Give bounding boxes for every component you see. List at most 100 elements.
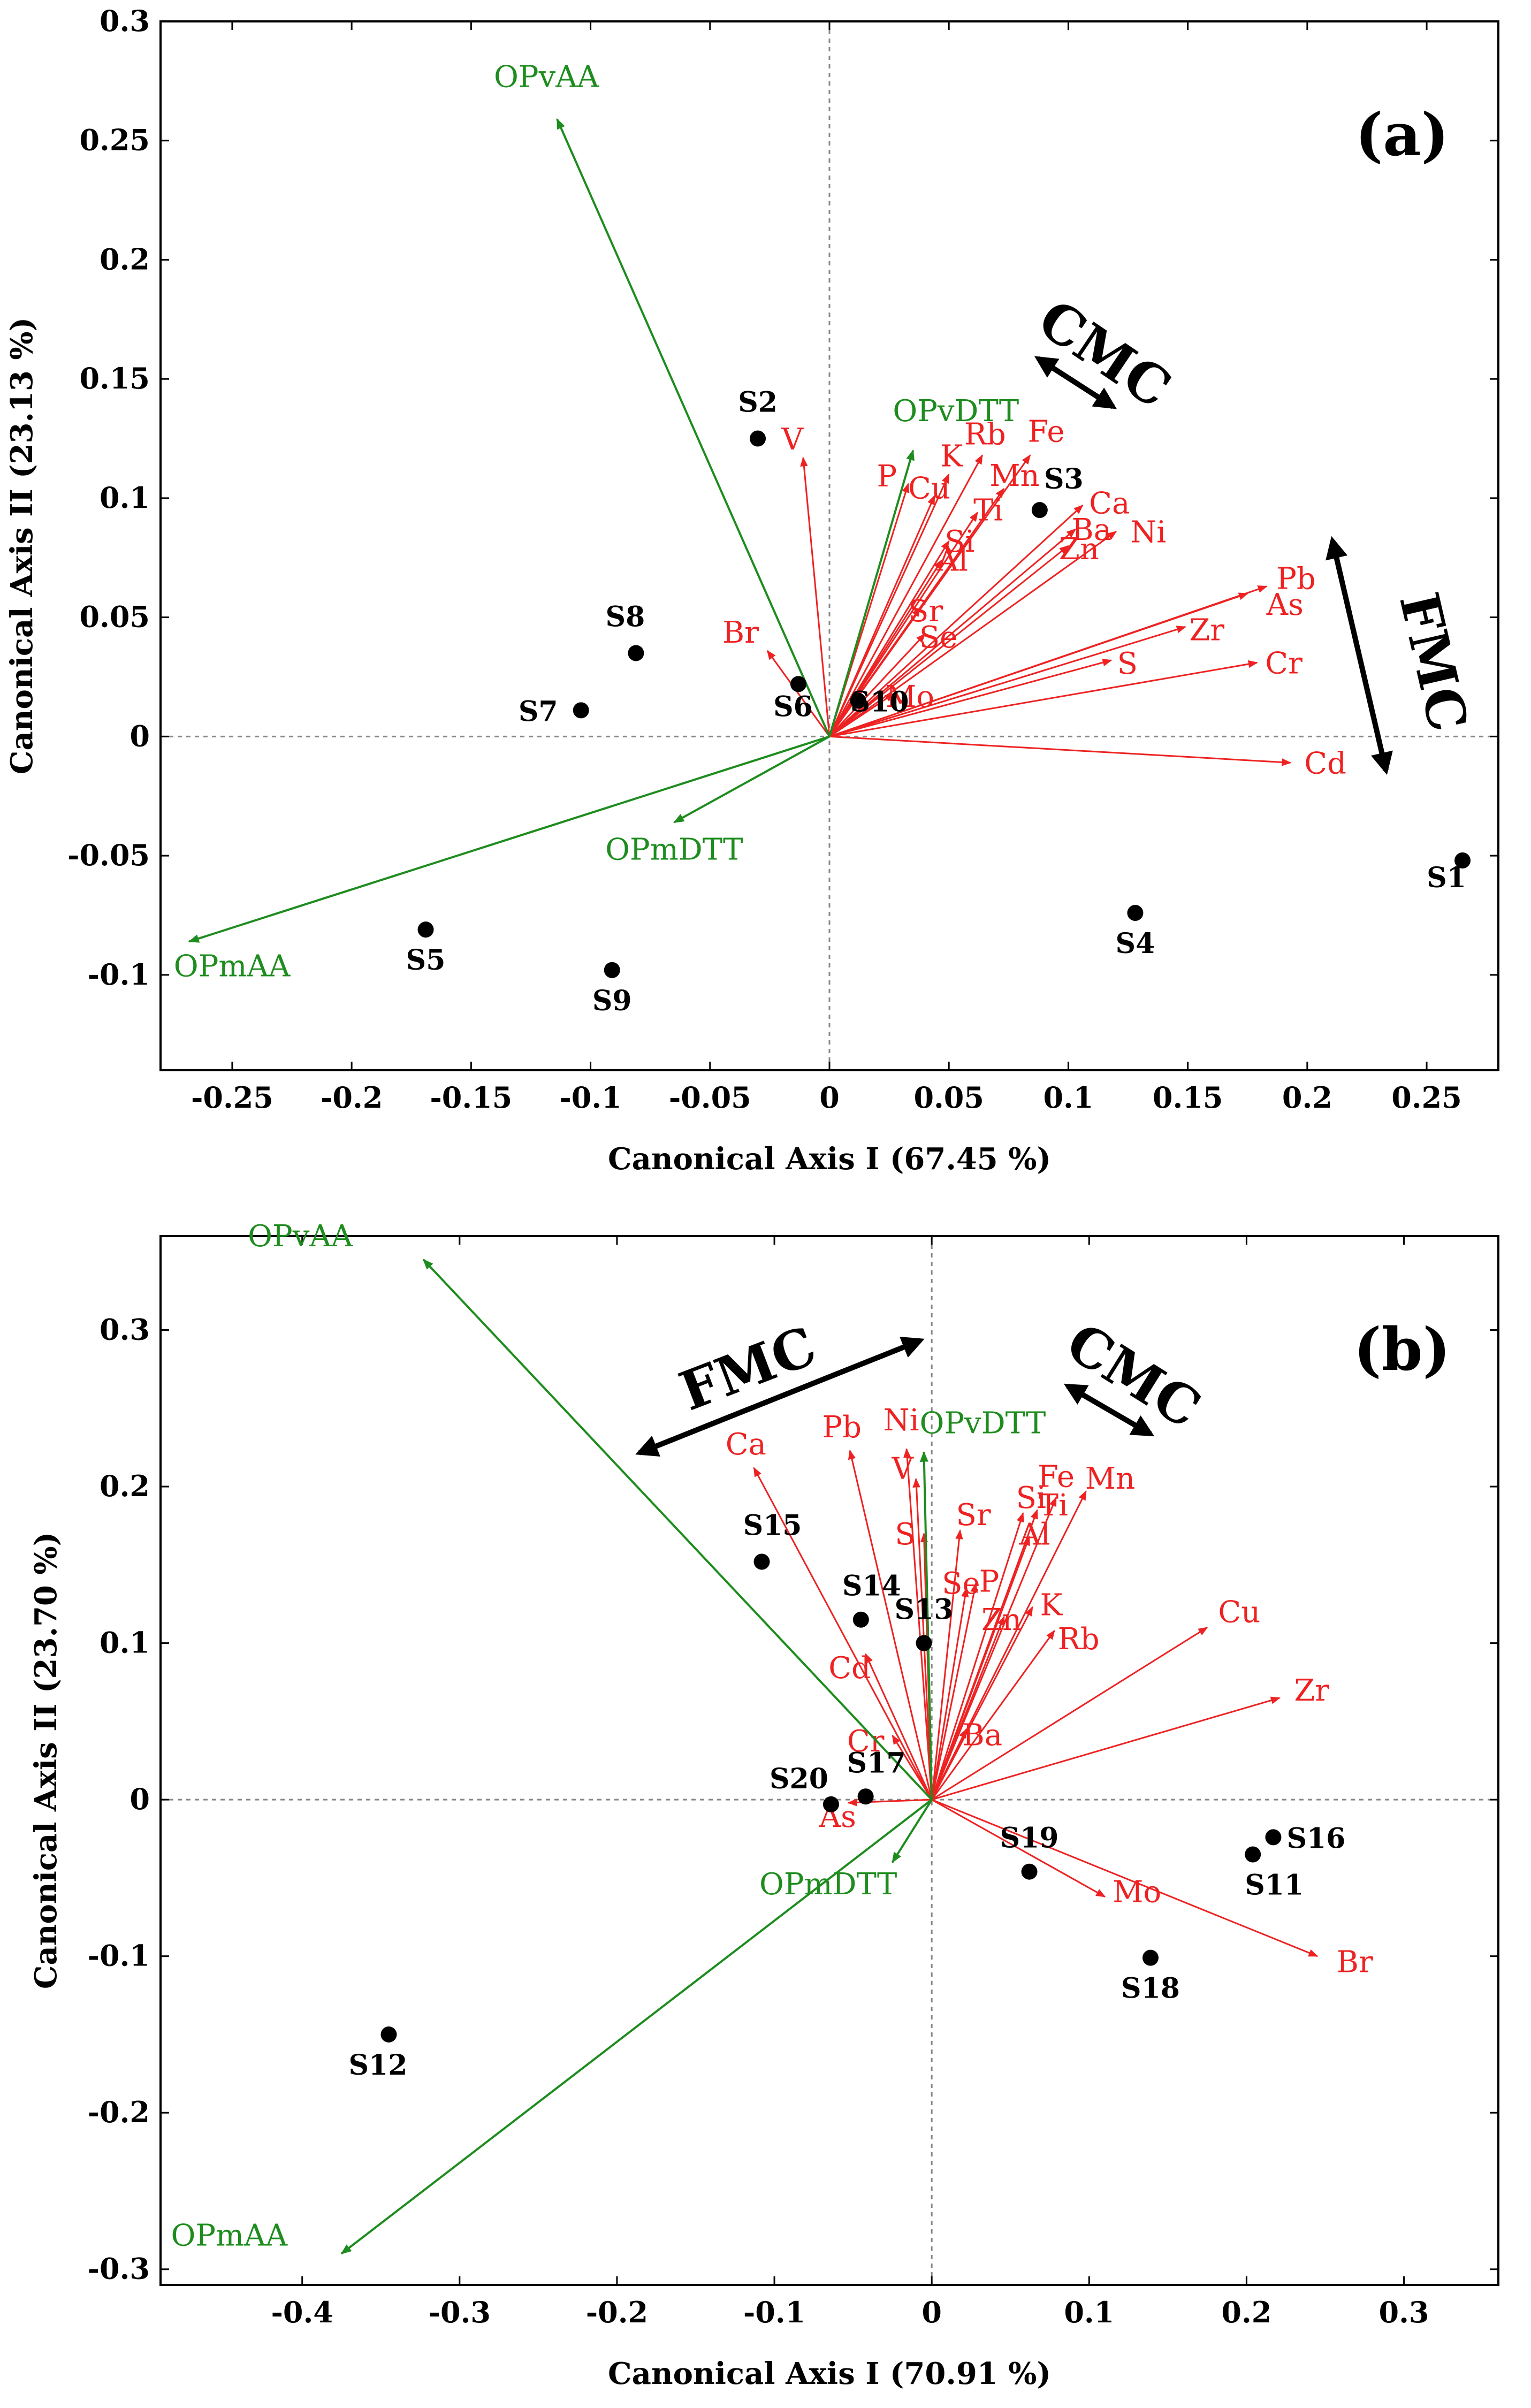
site-point-s9 bbox=[604, 962, 620, 978]
op-label-opmaa: OPmAA bbox=[174, 949, 291, 984]
y-tick-label: 0.25 bbox=[79, 123, 150, 157]
op-vector-opvaa bbox=[422, 1259, 933, 1801]
zero-lines-a bbox=[161, 21, 1498, 1070]
x-tick-label: -0.05 bbox=[669, 1080, 751, 1115]
element-label-cd: Cd bbox=[828, 1651, 871, 1686]
element-vector-s bbox=[829, 659, 1113, 737]
element-vector-ni bbox=[829, 531, 1117, 737]
op-vector-opmdtt bbox=[673, 735, 830, 824]
element-label-ba: Ba bbox=[1072, 513, 1112, 547]
element-vector-p bbox=[931, 1582, 978, 1800]
x-tick-label: -0.25 bbox=[191, 1080, 273, 1115]
element-label-p: P bbox=[877, 459, 897, 494]
element-label-k: K bbox=[940, 439, 963, 474]
element-label-pb: Pb bbox=[822, 1410, 862, 1445]
site-point-s7 bbox=[573, 702, 589, 719]
y-axis-label-b: Canonical Axis II (23.70 %) bbox=[28, 1532, 64, 1989]
element-vector-pb bbox=[848, 1450, 933, 1800]
y-axis-label-a: Canonical Axis II (23.13 %) bbox=[4, 317, 40, 774]
element-label-zr: Zr bbox=[1294, 1673, 1329, 1708]
op-label-opvaa: OPvAA bbox=[494, 60, 599, 95]
element-vector-ca bbox=[828, 505, 1084, 737]
site-point-s16 bbox=[1265, 1829, 1282, 1846]
element-label-zn: Zn bbox=[981, 1603, 1022, 1637]
site-label-s13: S13 bbox=[895, 1594, 954, 1626]
op-label-opvaa: OPvAA bbox=[248, 1219, 353, 1254]
site-label-s11: S11 bbox=[1245, 1869, 1304, 1902]
element-label-rb: Rb bbox=[964, 417, 1006, 452]
site-point-s11 bbox=[1245, 1846, 1261, 1863]
element-vector-cd bbox=[865, 1653, 933, 1800]
fmc-annotation-a: FMC bbox=[1387, 587, 1480, 737]
element-label-k: K bbox=[1040, 1588, 1063, 1622]
element-vector-cd bbox=[829, 735, 1292, 766]
cmc-arrow-b bbox=[1063, 1383, 1155, 1437]
element-label-si: Si bbox=[945, 524, 974, 559]
element-label-mo: Mo bbox=[1113, 1875, 1161, 1910]
y-axis-ticks-a: -0.1 -0.05 0 0.05 0.1 0.15 0.2 0.25 0.3 bbox=[67, 4, 1498, 992]
x-tick-label: 0.3 bbox=[1379, 2295, 1429, 2329]
zero-lines-b bbox=[161, 1236, 1498, 2285]
y-tick-label: -0.1 bbox=[88, 1939, 150, 1973]
plot-frame-b bbox=[159, 1235, 1499, 2286]
element-label-s: S bbox=[895, 1517, 915, 1552]
element-vector-si bbox=[931, 1512, 1024, 1800]
element-vector-as bbox=[829, 592, 1248, 737]
site-point-s1 bbox=[1454, 852, 1471, 868]
site-label-s1: S1 bbox=[1427, 862, 1466, 894]
element-vector-ca bbox=[753, 1467, 933, 1800]
vectors-a: VPCuKRbFeMnTiSiAlSrSeCaBaZnNiBrMoSZrPbAs… bbox=[174, 60, 1346, 984]
y-tick-label: -0.3 bbox=[88, 2252, 150, 2286]
op-vector-opmdtt bbox=[891, 1799, 933, 1863]
op-label-opvdtt: OPvDTT bbox=[893, 394, 1019, 429]
y-tick-label: 0.3 bbox=[100, 4, 150, 38]
cmc-arrow-a bbox=[1034, 356, 1117, 409]
y-tick-label: 0.2 bbox=[100, 242, 150, 276]
element-label-as: As bbox=[1266, 588, 1304, 622]
op-vector-opmaa bbox=[340, 1799, 933, 2255]
site-label-s5: S5 bbox=[406, 944, 446, 977]
site-point-s17 bbox=[857, 1788, 874, 1805]
element-label-sr: Sr bbox=[956, 1498, 991, 1533]
element-label-ni: Ni bbox=[1130, 515, 1166, 550]
x-axis-label-a: Canonical Axis I (67.45 %) bbox=[608, 1141, 1051, 1177]
element-vector-mo bbox=[829, 692, 895, 737]
op-label-opmaa: OPmAA bbox=[171, 2218, 287, 2253]
element-vector-zn bbox=[829, 545, 1069, 737]
element-label-ba: Ba bbox=[963, 1718, 1003, 1752]
x-tick-label: 0.1 bbox=[1064, 2295, 1114, 2329]
x-tick-label: 0.15 bbox=[1153, 1080, 1223, 1115]
op-vector-opvdtt bbox=[828, 449, 915, 737]
y-tick-label: -0.2 bbox=[88, 2095, 150, 2129]
x-tick-label: -0.2 bbox=[586, 2295, 648, 2329]
fmc-arrow-b bbox=[635, 1336, 925, 1457]
x-tick-label: -0.3 bbox=[429, 2295, 491, 2329]
x-tick-label: -0.15 bbox=[430, 1080, 512, 1115]
x-axis-ticks-a: -0.25 -0.2 -0.15 -0.1 -0.05 0 0.05 0.1 0.15 0.2 0.… bbox=[191, 21, 1462, 1115]
y-tick-label: 0.05 bbox=[79, 600, 150, 634]
element-label-al: Al bbox=[1018, 1518, 1050, 1552]
site-label-s17: S17 bbox=[847, 1747, 906, 1779]
site-point-s10 bbox=[850, 692, 866, 709]
site-label-s10: S10 bbox=[850, 686, 909, 719]
element-vector-k bbox=[931, 1606, 1033, 1800]
element-label-zn: Zn bbox=[1059, 532, 1099, 567]
element-label-cr: Cr bbox=[1265, 646, 1303, 681]
element-vector-zn bbox=[931, 1616, 1005, 1800]
element-vector-k bbox=[828, 473, 950, 737]
element-label-v: V bbox=[781, 422, 804, 457]
op-vector-opvaa bbox=[556, 118, 831, 737]
y-axis-ticks-b: -0.3 -0.2 -0.1 0 0.1 0.2 0.3 bbox=[88, 1313, 1498, 2286]
element-vector-ba bbox=[829, 528, 1077, 737]
site-label-s14: S14 bbox=[842, 1570, 901, 1603]
element-vector-cr bbox=[892, 1734, 933, 1800]
site-point-s6 bbox=[790, 676, 806, 692]
x-tick-label: -0.1 bbox=[559, 1080, 621, 1115]
x-axis-ticks-b: -0.4 -0.3 -0.2 -0.1 0 0.1 0.2 0.3 bbox=[271, 1236, 1429, 2329]
element-vector-cr bbox=[829, 660, 1258, 737]
op-vector-opvdtt bbox=[919, 1451, 933, 1800]
x-tick-label: 0 bbox=[819, 1080, 840, 1115]
